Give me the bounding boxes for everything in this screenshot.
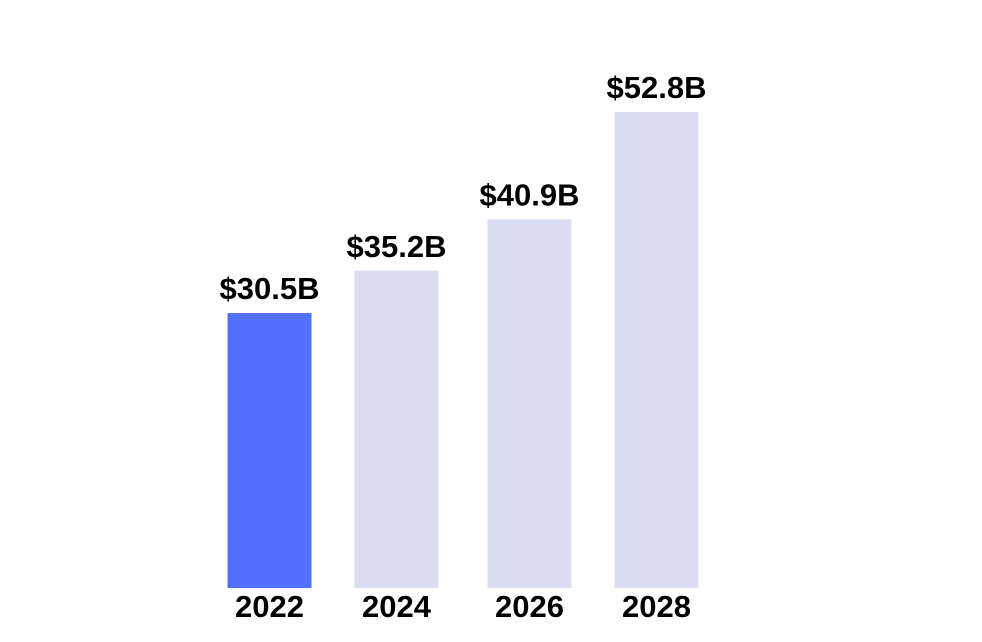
value-label: $35.2B xyxy=(347,229,447,264)
bar xyxy=(487,219,572,588)
x-tick-label: 2028 xyxy=(622,589,691,624)
x-tick-label: 2026 xyxy=(495,589,564,624)
bar xyxy=(614,112,699,588)
value-label: $40.9B xyxy=(480,177,580,212)
x-tick-label: 2024 xyxy=(362,589,432,624)
x-tick-label: 2022 xyxy=(235,589,304,624)
bar xyxy=(227,313,312,588)
value-label: $30.5B xyxy=(220,271,320,306)
bar xyxy=(354,270,439,588)
value-label: $52.8B xyxy=(607,70,707,105)
